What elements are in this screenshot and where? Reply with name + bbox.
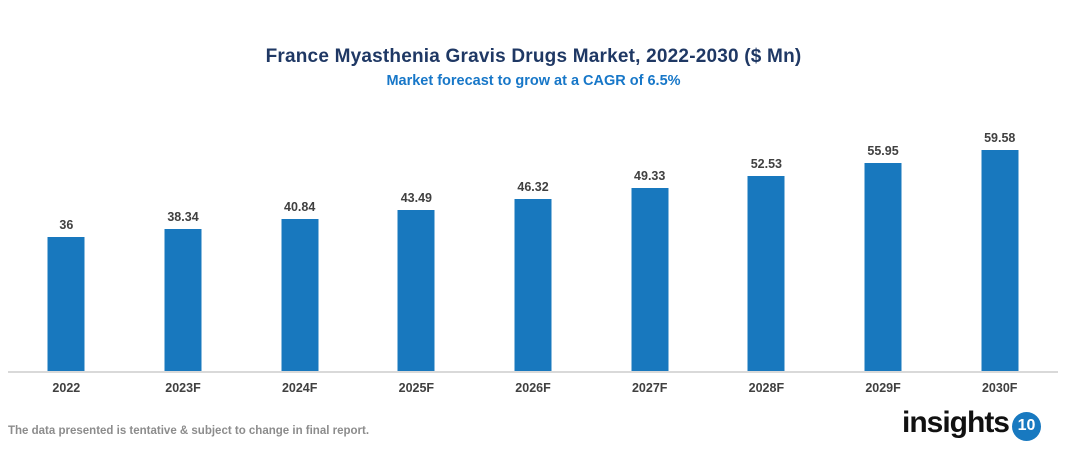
bar-value-label: 40.84 xyxy=(284,200,316,214)
x-axis-category-label: 2027F xyxy=(631,381,668,395)
insights10-logo: insights 10 xyxy=(902,402,1041,444)
bar xyxy=(981,150,1019,371)
bar-column: 43.49 2025F xyxy=(358,100,475,395)
x-axis-category-label: 2024F xyxy=(281,381,318,395)
bar-column: 59.58 2030F xyxy=(941,100,1058,395)
bar-value-label: 46.32 xyxy=(517,180,549,194)
x-axis-category-label: 2026F xyxy=(515,381,551,395)
bar-column: 52.53 2028F xyxy=(708,100,825,395)
bar-value-label: 52.53 xyxy=(750,157,782,171)
x-axis-category-label: 2028F xyxy=(748,381,785,395)
x-axis-category-label: 2022 xyxy=(52,381,81,395)
bar-value-label: 36 xyxy=(59,218,74,232)
bar-value-label: 49.33 xyxy=(634,169,666,183)
bar-column: 38.34 2023F xyxy=(125,100,242,395)
bar-value-label: 43.49 xyxy=(400,191,432,205)
bar xyxy=(281,219,319,371)
bar-chart-plot-area: 36 2022 38.34 2023F 40.84 2024F 43.49 2025F 46.3… xyxy=(8,100,1058,395)
bar xyxy=(864,163,902,371)
bar xyxy=(397,210,435,371)
x-axis-category-label: 2025F xyxy=(398,381,435,395)
bar-column: 55.95 2029F xyxy=(825,100,942,395)
chart-title: France Myasthenia Gravis Drugs Market, 2… xyxy=(265,46,802,67)
bar xyxy=(164,229,202,371)
bar xyxy=(631,188,669,371)
bar-column: 46.32 2026F xyxy=(475,100,592,395)
bar xyxy=(47,237,85,371)
logo-text: insights xyxy=(901,406,1010,439)
logo-badge-10: 10 xyxy=(1012,411,1041,441)
bar-value-label: 38.34 xyxy=(167,210,199,224)
bar-column: 36 2022 xyxy=(8,100,125,395)
x-axis-category-label: 2029F xyxy=(865,381,901,395)
bar-column: 49.33 2027F xyxy=(591,100,708,395)
x-axis-category-label: 2023F xyxy=(165,381,201,395)
footnote: The data presented is tentative & subjec… xyxy=(8,425,370,437)
bar-columns: 36 2022 38.34 2023F 40.84 2024F 43.49 2025F 46.3… xyxy=(8,100,1058,395)
bar xyxy=(747,176,785,371)
bar-value-label: 55.95 xyxy=(867,144,899,158)
x-axis-category-label: 2030F xyxy=(981,381,1018,395)
bar xyxy=(514,199,552,371)
chart-subtitle: Market forecast to grow at a CAGR of 6.5… xyxy=(386,73,681,89)
bar-column: 40.84 2024F xyxy=(241,100,358,395)
bar-value-label: 59.58 xyxy=(984,131,1016,145)
